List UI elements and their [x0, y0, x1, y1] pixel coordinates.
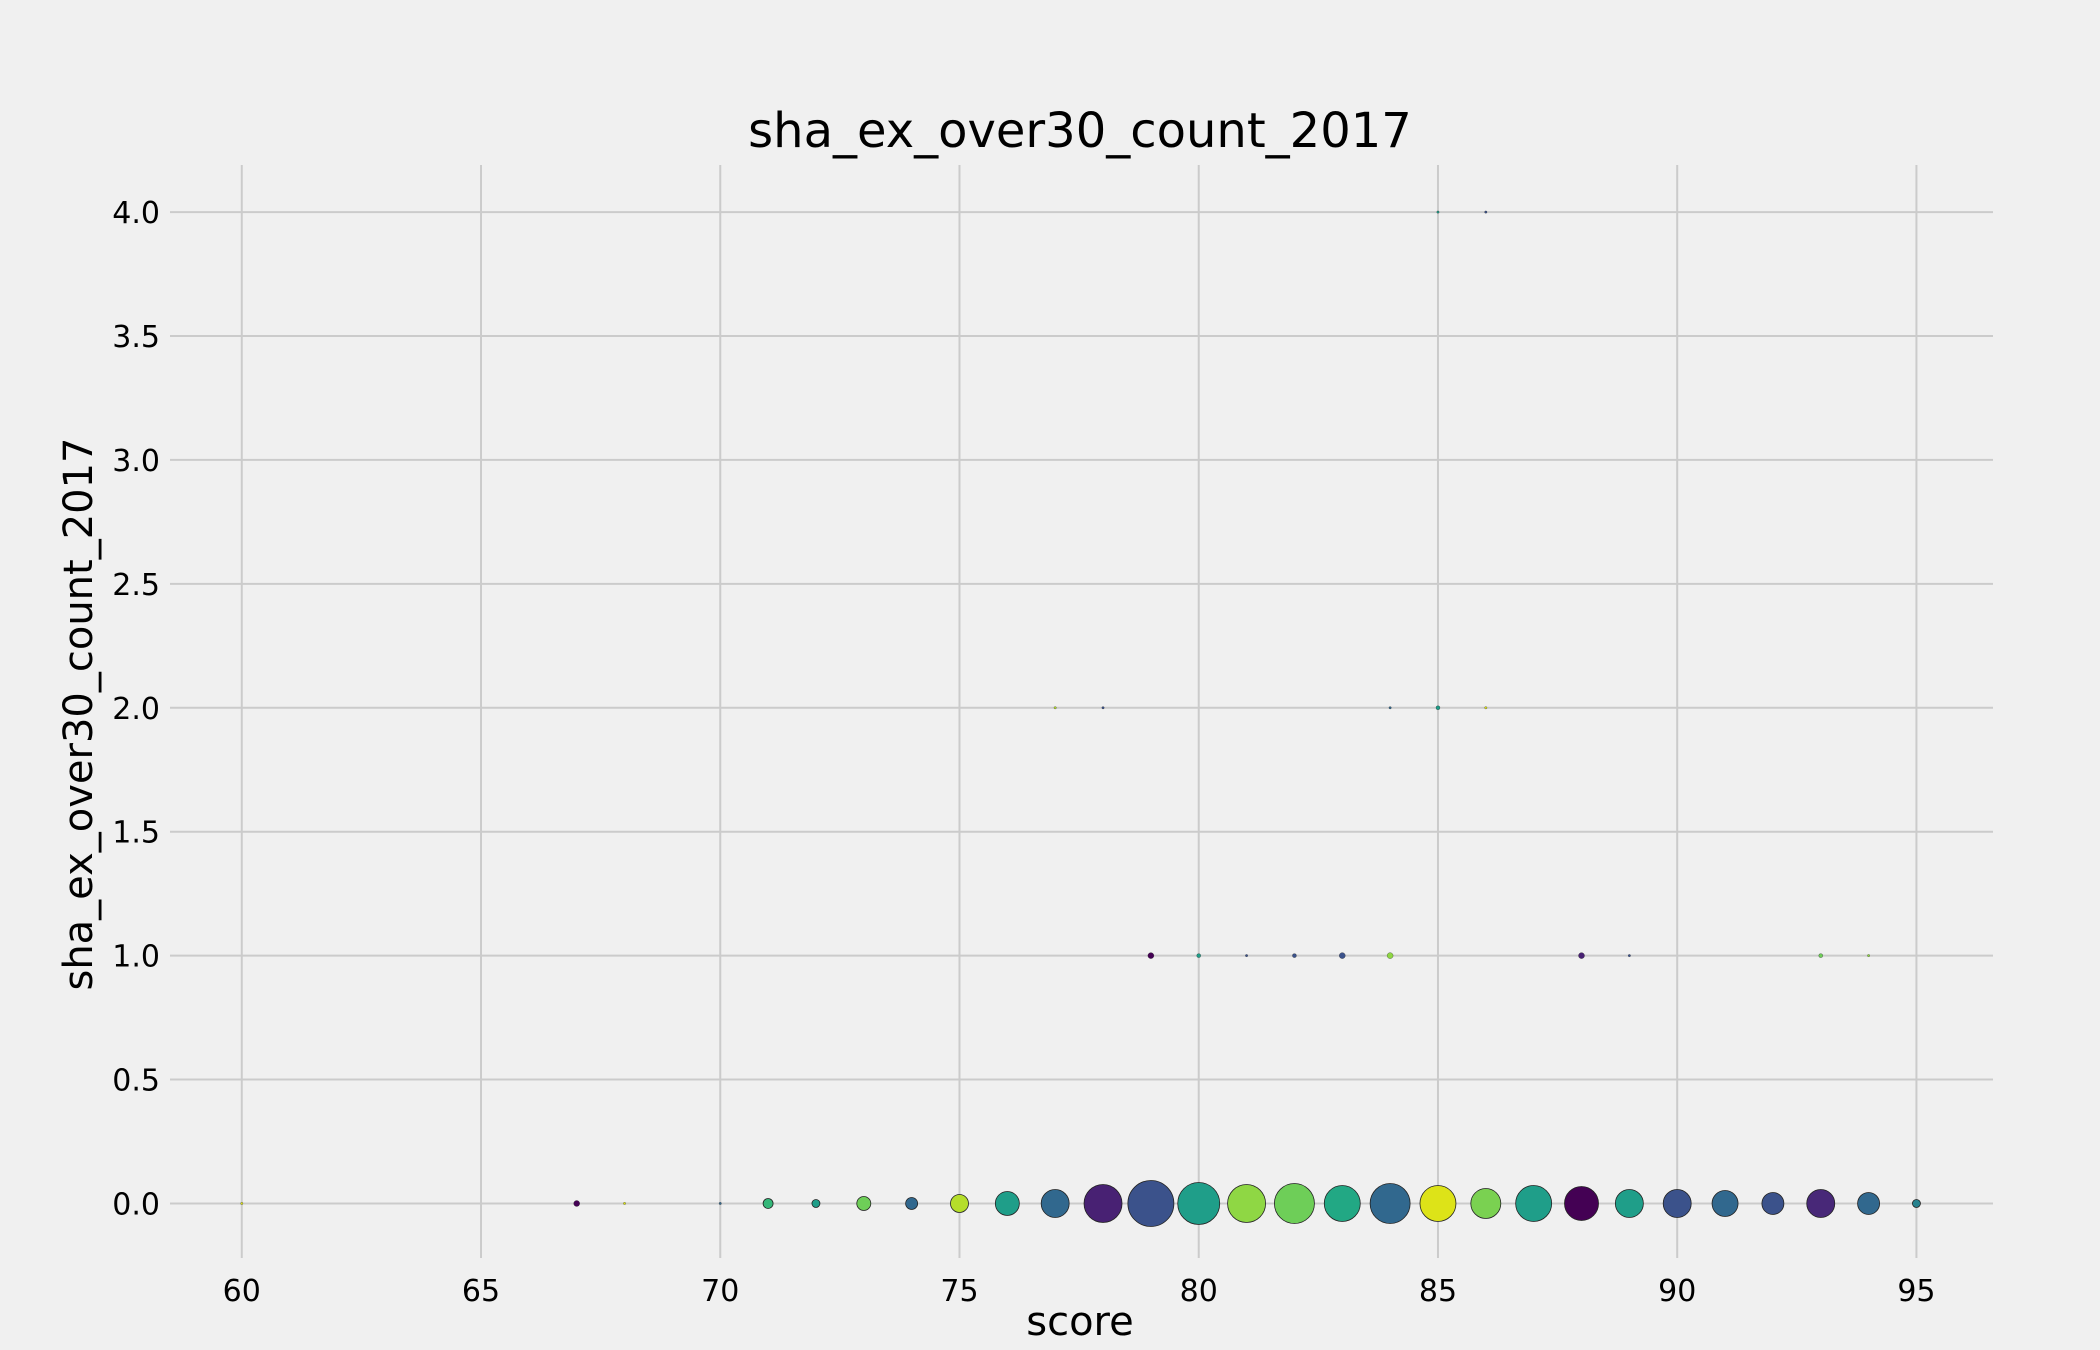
data-point [1857, 1192, 1880, 1215]
y-tick-label: 1.5 [112, 816, 160, 851]
grid [170, 165, 1993, 1258]
data-point [1339, 952, 1346, 959]
data-point [1040, 1189, 1070, 1218]
y-tick-label: 2.5 [112, 568, 160, 603]
data-point [1564, 1186, 1599, 1221]
data-point [1867, 954, 1870, 957]
data-point [762, 1198, 774, 1209]
y-tick-label: 0.0 [112, 1187, 160, 1222]
data-point [1912, 1199, 1921, 1208]
data-point [1127, 1180, 1175, 1227]
data-point [1101, 706, 1105, 710]
data-point [1369, 1183, 1411, 1224]
data-point [1628, 954, 1631, 957]
data-point [240, 1202, 244, 1205]
data-point [811, 1199, 821, 1208]
data-point [1662, 1189, 1692, 1218]
y-tick-label: 3.0 [112, 444, 160, 479]
data-points [240, 210, 1921, 1227]
data-point [1147, 952, 1155, 959]
data-point [856, 1196, 872, 1211]
y-tick-label: 2.0 [112, 692, 160, 727]
x-tick-label: 85 [1419, 1274, 1457, 1309]
data-point [573, 1200, 580, 1207]
data-point [1761, 1192, 1785, 1215]
data-point [1323, 1185, 1361, 1222]
data-point [1578, 952, 1585, 959]
y-tick-label: 1.0 [112, 940, 160, 975]
data-point [1806, 1189, 1836, 1218]
data-point [1053, 706, 1057, 710]
x-tick-label: 70 [701, 1274, 739, 1309]
tick-labels: 60 65 70 75 80 85 90 95 0.0 0.5 1.0 1.5 2.0 2.5 3.0 3.5… [112, 196, 1935, 1309]
data-point [1711, 1190, 1739, 1217]
data-point [1083, 1184, 1123, 1223]
data-point [1515, 1185, 1553, 1222]
y-tick-label: 0.5 [112, 1064, 160, 1099]
data-point [994, 1191, 1020, 1216]
x-axis-label: score [1026, 1299, 1133, 1345]
data-point [1386, 952, 1394, 959]
x-tick-label: 65 [462, 1274, 500, 1309]
data-point [950, 1194, 969, 1213]
data-point [1614, 1189, 1644, 1218]
data-point [718, 1202, 722, 1205]
y-tick-label: 3.5 [112, 320, 160, 355]
y-tick-label: 4.0 [112, 196, 160, 231]
x-tick-label: 90 [1658, 1274, 1696, 1309]
data-point [1274, 1183, 1315, 1224]
data-point [905, 1197, 919, 1210]
x-tick-label: 80 [1180, 1274, 1218, 1309]
data-point [1245, 954, 1248, 957]
data-point [1470, 1188, 1502, 1219]
data-point [1292, 953, 1297, 958]
data-point [1177, 1182, 1221, 1225]
chart-title: sha_ex_over30_count_2017 [748, 103, 1412, 159]
data-point [1227, 1184, 1266, 1223]
data-point [1419, 1185, 1457, 1222]
data-point [623, 1202, 626, 1205]
x-tick-label: 60 [223, 1274, 261, 1309]
data-point [1484, 706, 1488, 710]
data-point [1484, 210, 1488, 214]
data-point [1436, 210, 1440, 214]
x-tick-label: 75 [940, 1274, 978, 1309]
x-tick-label: 95 [1897, 1274, 1935, 1309]
data-point [1196, 953, 1201, 958]
data-point [1435, 705, 1441, 710]
y-axis-label: sha_ex_over30_count_2017 [56, 437, 102, 990]
data-point [1388, 706, 1392, 710]
data-point [1818, 953, 1823, 958]
